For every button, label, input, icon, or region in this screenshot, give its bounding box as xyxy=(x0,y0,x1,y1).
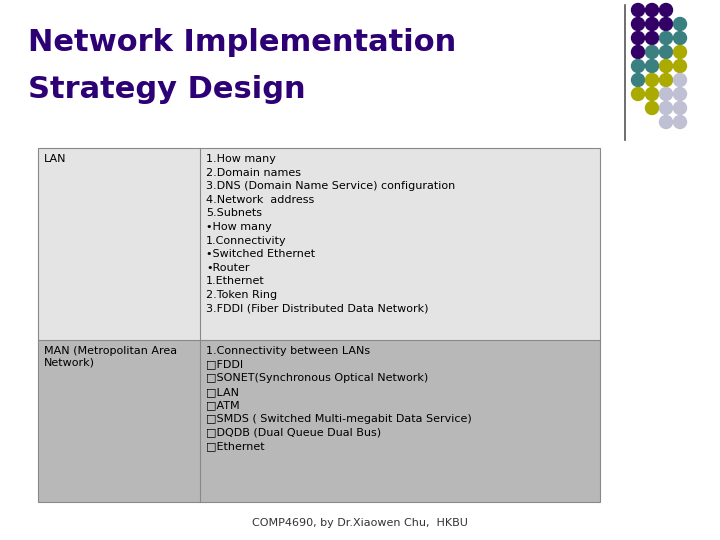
Circle shape xyxy=(660,3,672,17)
Circle shape xyxy=(673,17,686,30)
Circle shape xyxy=(646,102,659,114)
Circle shape xyxy=(660,87,672,100)
Text: Strategy Design: Strategy Design xyxy=(28,75,305,104)
Bar xyxy=(38,340,600,502)
Circle shape xyxy=(673,87,686,100)
Circle shape xyxy=(646,17,659,30)
Text: Network Implementation: Network Implementation xyxy=(28,28,456,57)
Circle shape xyxy=(631,73,644,86)
Circle shape xyxy=(673,59,686,72)
Circle shape xyxy=(673,45,686,58)
Circle shape xyxy=(673,73,686,86)
Bar xyxy=(38,148,600,340)
Circle shape xyxy=(673,116,686,129)
Text: LAN: LAN xyxy=(44,154,66,164)
Circle shape xyxy=(631,17,644,30)
Circle shape xyxy=(646,3,659,17)
Circle shape xyxy=(660,73,672,86)
Circle shape xyxy=(631,31,644,44)
Circle shape xyxy=(646,31,659,44)
Circle shape xyxy=(631,59,644,72)
Text: 1.How many
2.Domain names
3.DNS (Domain Name Service) configuration
4.Network  a: 1.How many 2.Domain names 3.DNS (Domain … xyxy=(206,154,455,314)
Circle shape xyxy=(660,45,672,58)
Circle shape xyxy=(673,31,686,44)
Circle shape xyxy=(660,102,672,114)
Circle shape xyxy=(660,31,672,44)
Text: MAN (Metropolitan Area
Network): MAN (Metropolitan Area Network) xyxy=(44,346,177,368)
Circle shape xyxy=(660,59,672,72)
Circle shape xyxy=(631,3,644,17)
Circle shape xyxy=(631,45,644,58)
Circle shape xyxy=(646,59,659,72)
Text: 1.Connectivity between LANs
□FDDI
□SONET(Synchronous Optical Network)
□LAN
□ATM
: 1.Connectivity between LANs □FDDI □SONET… xyxy=(206,346,472,451)
Circle shape xyxy=(631,87,644,100)
Circle shape xyxy=(646,73,659,86)
Circle shape xyxy=(646,45,659,58)
Circle shape xyxy=(660,17,672,30)
Circle shape xyxy=(660,116,672,129)
Circle shape xyxy=(646,87,659,100)
Text: COMP4690, by Dr.Xiaowen Chu,  HKBU: COMP4690, by Dr.Xiaowen Chu, HKBU xyxy=(252,518,468,528)
Circle shape xyxy=(673,102,686,114)
